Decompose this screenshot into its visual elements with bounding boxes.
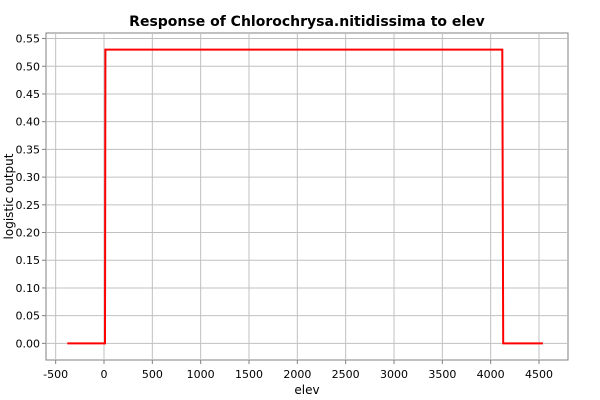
x-tick-label: 1000 <box>187 368 215 381</box>
x-axis-label: elev <box>294 383 319 397</box>
plot-area <box>45 32 569 361</box>
y-tick-label: 0.50 <box>16 60 41 73</box>
y-tick-label: 0.55 <box>16 33 41 46</box>
y-tick-label: 0.05 <box>16 310 41 323</box>
x-tick-label: 1500 <box>235 368 263 381</box>
ticks: -500 0 500 1000 1500 2000 2500 3000 3500 4000 4500… <box>16 33 554 381</box>
y-tick-label: 0.35 <box>16 143 41 156</box>
x-tick-label: -500 <box>43 368 68 381</box>
y-tick-label: 0.00 <box>16 337 41 350</box>
y-tick-label: 0.20 <box>16 227 41 240</box>
x-tick-label: 500 <box>142 368 163 381</box>
x-tick-label: 3000 <box>380 368 408 381</box>
x-tick-label: 0 <box>101 368 108 381</box>
grid <box>46 33 568 360</box>
y-tick-label: 0.40 <box>16 116 41 129</box>
series-line <box>67 48 543 345</box>
chart-title: Response of Chlorochrysa.nitidissima to … <box>129 14 485 30</box>
y-axis-label: logistic output <box>2 153 16 239</box>
y-tick-label: 0.45 <box>16 88 41 101</box>
y-tick-label: 0.15 <box>16 254 41 267</box>
x-tick-label: 3500 <box>428 368 456 381</box>
y-tick-label: 0.10 <box>16 282 41 295</box>
x-tick-label: 4500 <box>525 368 553 381</box>
series-layer <box>67 48 543 345</box>
x-tick-label: 2500 <box>332 368 360 381</box>
x-tick-label: 2000 <box>283 368 311 381</box>
x-tick-label: 4000 <box>477 368 505 381</box>
y-tick-label: 0.25 <box>16 199 41 212</box>
y-tick-label: 0.30 <box>16 171 41 184</box>
